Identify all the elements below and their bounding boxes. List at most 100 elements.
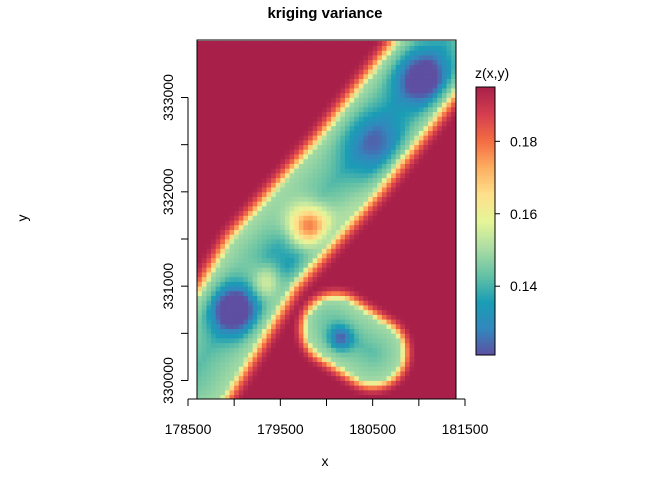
heatmap-cell xyxy=(437,205,443,212)
heatmap-cell xyxy=(280,102,286,108)
heatmap-cell xyxy=(391,224,397,230)
heatmap-cell xyxy=(197,172,203,179)
heatmap-cell xyxy=(400,333,406,339)
heatmap-cell xyxy=(358,224,364,230)
heatmap-cell xyxy=(308,314,314,320)
heatmap-cell xyxy=(261,328,267,334)
heatmap-cell xyxy=(340,205,346,212)
heatmap-cell xyxy=(206,73,212,80)
heatmap-cell xyxy=(354,97,360,103)
heatmap-cell xyxy=(294,149,300,155)
heatmap-cell xyxy=(441,333,447,339)
heatmap-cell xyxy=(317,375,323,381)
heatmap-cell xyxy=(197,163,203,169)
heatmap-cell xyxy=(331,135,337,141)
heatmap-cell xyxy=(234,196,240,202)
heatmap-cell xyxy=(377,243,383,249)
heatmap-cell xyxy=(303,191,309,197)
heatmap-cell xyxy=(349,149,355,155)
heatmap-cell xyxy=(280,253,286,259)
heatmap-cell xyxy=(391,210,397,216)
heatmap-cell xyxy=(211,347,217,353)
heatmap-cell xyxy=(238,290,244,296)
heatmap-cell xyxy=(243,111,249,117)
heatmap-cell xyxy=(238,121,244,127)
heatmap-cell xyxy=(326,243,332,249)
heatmap-cell xyxy=(354,149,360,155)
heatmap-cell xyxy=(234,281,240,287)
heatmap-cell xyxy=(289,130,295,136)
heatmap-cell xyxy=(206,215,212,221)
heatmap-cell xyxy=(344,361,350,367)
heatmap-cell xyxy=(363,111,369,117)
heatmap-cell xyxy=(386,366,392,372)
heatmap-cell xyxy=(368,154,374,160)
heatmap-cell xyxy=(354,191,360,197)
heatmap-cell xyxy=(261,78,267,84)
heatmap-cell xyxy=(418,215,424,221)
heatmap-cell xyxy=(206,328,212,334)
heatmap-cell xyxy=(437,40,443,47)
heatmap-cell xyxy=(326,69,332,75)
heatmap-cell xyxy=(441,300,447,306)
heatmap-cell xyxy=(395,361,401,367)
heatmap-cell xyxy=(266,45,272,51)
heatmap-cell xyxy=(284,224,290,230)
heatmap-cell xyxy=(284,50,290,56)
heatmap-cell xyxy=(234,154,240,160)
heatmap-cell xyxy=(344,187,350,193)
heatmap-cell xyxy=(243,234,249,240)
heatmap-cell xyxy=(303,116,309,122)
heatmap-cell xyxy=(409,210,415,216)
heatmap-cell xyxy=(280,361,286,367)
heatmap-cell xyxy=(386,210,392,216)
heatmap-cell xyxy=(409,295,415,301)
heatmap-cell xyxy=(326,139,332,146)
heatmap-cell xyxy=(303,347,309,353)
heatmap-cell xyxy=(280,328,286,334)
heatmap-cell xyxy=(280,286,286,292)
heatmap-cell xyxy=(428,229,434,235)
heatmap-cell xyxy=(335,300,341,306)
heatmap-cell xyxy=(308,243,314,249)
heatmap-cell xyxy=(391,215,397,221)
heatmap-cell xyxy=(437,290,443,296)
heatmap-cell xyxy=(220,295,226,301)
heatmap-cell xyxy=(391,342,397,348)
heatmap-cell xyxy=(391,394,397,400)
heatmap-cell xyxy=(312,177,318,183)
heatmap-cell xyxy=(418,102,424,108)
heatmap-cell xyxy=(358,220,364,226)
heatmap-cell xyxy=(400,309,406,315)
heatmap-cell xyxy=(335,375,341,381)
heatmap-cell xyxy=(206,281,212,287)
heatmap-cell xyxy=(243,224,249,230)
heatmap-cell xyxy=(326,286,332,292)
heatmap-cell xyxy=(224,290,230,296)
heatmap-cell xyxy=(229,69,235,75)
heatmap-cell xyxy=(289,239,295,245)
heatmap-cell xyxy=(266,234,272,240)
heatmap-cell xyxy=(238,333,244,339)
heatmap-cell xyxy=(298,314,304,320)
heatmap-cell xyxy=(201,234,207,240)
heatmap-cell xyxy=(437,149,443,155)
heatmap-cell xyxy=(238,215,244,221)
heatmap-cell xyxy=(229,177,235,183)
heatmap-cell xyxy=(414,352,420,358)
heatmap-cell xyxy=(238,187,244,193)
heatmap-cell xyxy=(308,295,314,301)
heatmap-cell xyxy=(201,342,207,348)
heatmap-cell xyxy=(340,385,346,391)
heatmap-cell xyxy=(243,158,249,164)
heatmap-cell xyxy=(391,177,397,183)
heatmap-cell xyxy=(284,196,290,202)
heatmap-cell xyxy=(321,262,327,268)
heatmap-cell xyxy=(317,40,323,47)
heatmap-cell xyxy=(428,305,434,311)
heatmap-cell xyxy=(381,92,387,98)
heatmap-cell xyxy=(312,305,318,311)
heatmap-cell xyxy=(284,172,290,179)
heatmap-cell xyxy=(201,371,207,377)
heatmap-cell xyxy=(294,262,300,268)
